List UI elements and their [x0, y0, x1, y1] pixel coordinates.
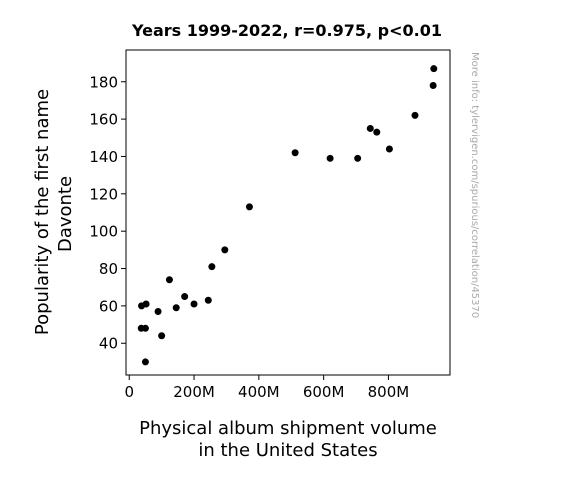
data-point	[154, 307, 162, 315]
data-point	[172, 304, 180, 312]
watermark-text: More info: tylervigen.com/spurious/corre…	[469, 52, 480, 318]
y-tick-label: 60	[99, 297, 118, 315]
y-tick-label: 140	[89, 148, 118, 166]
x-tick-label: 400M	[238, 383, 280, 401]
plot-frame	[125, 49, 451, 376]
data-point	[221, 246, 229, 254]
data-point	[326, 154, 334, 162]
data-point	[204, 296, 212, 304]
data-point	[411, 111, 419, 119]
y-tick-label: 120	[89, 185, 118, 203]
y-axis-label-line-1: Popularity of the first name	[32, 89, 53, 335]
x-tick-label: 800M	[368, 383, 410, 401]
data-point	[245, 203, 253, 211]
chart-title: Years 1999-2022, r=0.975, p<0.01	[131, 21, 442, 40]
data-point	[137, 324, 145, 332]
data-point	[366, 124, 374, 132]
y-axis-label-line-2: Davonte	[55, 176, 76, 252]
data-point	[141, 358, 149, 366]
x-tick-label: 600M	[303, 383, 345, 401]
data-point	[430, 65, 438, 73]
y-tick-label: 180	[89, 73, 118, 91]
data-point	[138, 302, 146, 310]
data-point	[291, 149, 299, 157]
x-axis-label-line-1: Physical album shipment volume	[139, 418, 437, 439]
data-point	[190, 300, 198, 308]
y-tick-label: 160	[89, 111, 118, 129]
y-tick-label: 40	[99, 335, 118, 353]
data-point	[354, 154, 362, 162]
data-point	[181, 293, 189, 301]
x-tick-label: 200M	[173, 383, 215, 401]
data-point	[373, 128, 381, 136]
x-axis-label-line-2: in the United States	[198, 440, 377, 461]
data-point	[165, 276, 173, 284]
plot-area: 0 200M 400M 600M 800M 40 60 80 100 120 140 160 180	[89, 49, 451, 401]
data-point	[385, 145, 393, 153]
y-tick-label: 80	[99, 260, 118, 278]
y-tick-label: 100	[89, 223, 118, 241]
data-point	[158, 332, 166, 340]
x-tick-label: 0	[124, 383, 134, 401]
data-point	[429, 81, 437, 89]
data-point	[208, 263, 216, 271]
